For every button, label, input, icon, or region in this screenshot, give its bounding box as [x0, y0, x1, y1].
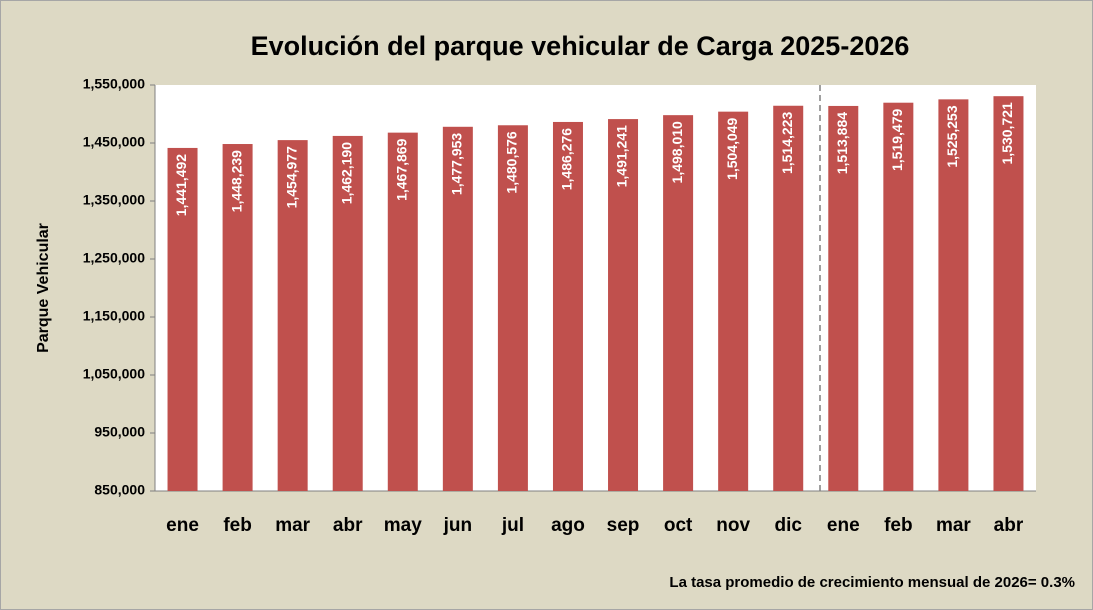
value-label: 1,448,239	[228, 150, 244, 212]
x-tick-label: sep	[607, 515, 640, 536]
x-tick-label: jul	[501, 515, 524, 536]
y-tick-label: 950,000	[94, 424, 145, 440]
bar	[828, 105, 859, 492]
y-tick-label: 1,350,000	[83, 192, 145, 208]
value-label: 1,513,884	[834, 112, 850, 174]
y-tick-label: 1,250,000	[83, 250, 145, 266]
value-label: 1,486,276	[559, 128, 575, 190]
x-tick-label: mar	[936, 515, 971, 536]
y-tick-label: 1,050,000	[83, 366, 145, 382]
y-tick-label: 1,150,000	[83, 308, 145, 324]
x-tick-label: jun	[443, 515, 473, 536]
value-label: 1,519,479	[889, 109, 905, 171]
value-label: 1,504,049	[724, 117, 740, 179]
x-tick-label: dic	[774, 515, 802, 536]
bar	[277, 140, 308, 491]
value-label: 1,441,492	[173, 154, 189, 216]
bar	[883, 102, 914, 491]
x-tick-label: ene	[166, 515, 199, 536]
x-tick-label: may	[384, 515, 422, 536]
value-label: 1,477,953	[449, 133, 465, 195]
bar	[222, 144, 253, 492]
value-label: 1,491,241	[614, 125, 630, 187]
x-tick-label: mar	[275, 515, 310, 536]
value-label: 1,467,869	[393, 138, 409, 200]
bar	[993, 96, 1024, 491]
value-label: 1,480,576	[504, 131, 520, 193]
value-label: 1,525,253	[944, 105, 960, 167]
chart-title: Evolución del parque vehicular de Carga …	[251, 31, 910, 61]
value-label: 1,514,223	[779, 112, 795, 174]
value-label: 1,498,010	[669, 121, 685, 183]
y-tick-label: 1,450,000	[83, 134, 145, 150]
bar	[773, 105, 804, 491]
x-tick-label: oct	[664, 515, 693, 536]
x-tick-label: abr	[333, 515, 363, 536]
value-label: 1,530,721	[999, 102, 1015, 164]
bar	[497, 125, 528, 491]
y-axis-label: Parque Vehicular	[35, 223, 52, 353]
value-label: 1,454,977	[283, 146, 299, 208]
x-tick-label: ene	[827, 515, 860, 536]
x-tick-label: abr	[994, 515, 1024, 536]
bar	[442, 126, 473, 491]
annotation: La tasa promedio de crecimiento mensual …	[669, 574, 1075, 591]
y-tick-label: 850,000	[94, 482, 145, 498]
bar	[663, 115, 694, 491]
x-tick-label: feb	[884, 515, 913, 536]
bar	[552, 121, 583, 491]
y-tick-label: 1,550,000	[83, 76, 145, 92]
bar	[167, 147, 198, 492]
value-label: 1,462,190	[338, 142, 354, 204]
bar	[387, 132, 418, 491]
x-tick-label: nov	[716, 515, 750, 536]
bar	[332, 135, 363, 491]
bar	[718, 111, 749, 491]
bar	[608, 119, 639, 491]
x-tick-label: feb	[223, 515, 252, 536]
bar	[938, 99, 969, 491]
x-tick-label: ago	[551, 515, 585, 536]
